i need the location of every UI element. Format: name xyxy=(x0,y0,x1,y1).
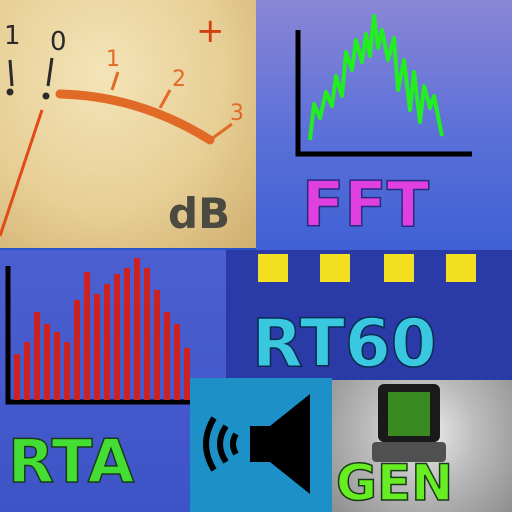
fft-graph: FFT xyxy=(295,14,472,242)
vu-scale-label-2: 2 xyxy=(172,67,186,92)
gen-label: GEN xyxy=(336,454,453,512)
rt60-label: RT60 xyxy=(252,305,437,380)
gen-tile[interactable]: GEN xyxy=(332,380,512,512)
vu-scale-label-zero: 0 xyxy=(50,27,67,57)
rt60-panel: RT60 xyxy=(251,254,476,380)
vu-scale-label-3: 3 xyxy=(230,101,244,126)
vu-plus-sign: + xyxy=(196,11,225,51)
speaker-tile[interactable] xyxy=(190,378,332,512)
fft-label: FFT xyxy=(302,168,429,241)
gen-panel: GEN xyxy=(335,384,454,512)
vu-scale-label-1: 1 xyxy=(106,47,120,72)
rt60-indicator-squares xyxy=(258,254,476,282)
fft-trace xyxy=(308,14,444,141)
vu-unit-label: dB xyxy=(168,189,230,238)
rta-graph: RTA xyxy=(5,258,196,498)
rta-bars xyxy=(14,258,190,400)
rta-tile[interactable]: RTA xyxy=(0,250,226,512)
fft-tile[interactable]: FFT xyxy=(256,0,512,250)
speaker-icon xyxy=(203,394,310,494)
vu-needle xyxy=(0,109,44,237)
rt60-tile[interactable]: RT60 xyxy=(226,250,512,380)
rta-label: RTA xyxy=(8,427,135,497)
vu-meter-tile[interactable]: 1 0 1 2 3 + dB xyxy=(0,0,256,248)
vu-meter-face: 1 0 1 2 3 + dB xyxy=(0,11,244,238)
vu-scale-label-left: 1 xyxy=(4,21,21,51)
